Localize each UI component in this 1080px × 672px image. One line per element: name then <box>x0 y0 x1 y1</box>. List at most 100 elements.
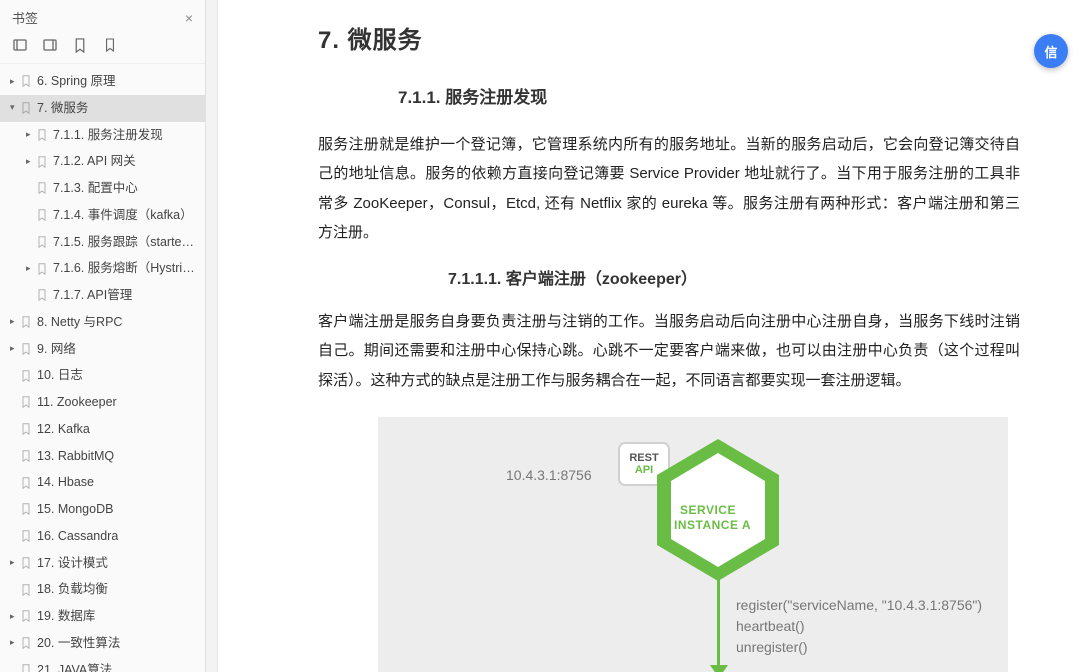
tree-item-label: 11. Zookeeper <box>37 393 117 412</box>
tree-item[interactable]: 10. 日志 <box>0 362 205 389</box>
bookmark-icon <box>20 75 32 87</box>
caret-right-icon[interactable] <box>26 262 36 276</box>
tree-item-label: 19. 数据库 <box>37 607 95 626</box>
caret-right-icon[interactable] <box>10 556 20 570</box>
tree-item[interactable]: 6. Spring 原理 <box>0 68 205 95</box>
sidebar-title: 书签 <box>12 8 38 27</box>
bookmark-small-icon[interactable] <box>102 37 118 53</box>
pane-divider[interactable] <box>206 0 218 672</box>
bookmark-icon <box>20 503 32 515</box>
bookmark-icon <box>20 423 32 435</box>
bookmark-icon <box>20 610 32 622</box>
heading-1: 7. 微服务 <box>318 20 1020 55</box>
caret-right-icon[interactable] <box>10 75 20 89</box>
bookmark-icon <box>20 477 32 489</box>
tree-item[interactable]: 16. Cassandra <box>0 523 205 550</box>
tree-item[interactable]: 7.1.7. API管理 <box>0 282 205 309</box>
caret-right-icon[interactable] <box>10 315 20 329</box>
api-calls-text: register("serviceName, "10.4.3.1:8756") … <box>736 595 982 658</box>
bookmark-icon <box>36 289 48 301</box>
tree-item-label: 6. Spring 原理 <box>37 72 116 91</box>
expand-icon[interactable] <box>12 37 28 53</box>
api-line: register("serviceName, "10.4.3.1:8756") <box>736 595 982 616</box>
tree-item-label: 9. 网络 <box>37 340 76 359</box>
bookmark-icon <box>36 129 48 141</box>
caret-down-icon[interactable] <box>10 101 20 115</box>
tree-item[interactable]: 7.1.5. 服务跟踪（starter-sleuth） <box>0 229 205 256</box>
tree-item-label: 18. 负载均衡 <box>37 580 108 599</box>
caret-right-icon[interactable] <box>10 636 20 650</box>
tree-item[interactable]: 15. MongoDB <box>0 496 205 523</box>
bookmark-icon <box>20 316 32 328</box>
tree-item[interactable]: 20. 一致性算法 <box>0 630 205 657</box>
tree-item[interactable]: 21. JAVA算法 <box>0 657 205 672</box>
registration-diagram: 10.4.3.1:8756 REST API SERVICE INSTANCE … <box>378 417 1008 672</box>
tree-item[interactable]: 9. 网络 <box>0 336 205 363</box>
tree-item-label: 8. Netty 与RPC <box>37 313 122 332</box>
tree-item[interactable]: 13. RabbitMQ <box>0 443 205 470</box>
tree-item-label: 13. RabbitMQ <box>37 447 114 466</box>
bookmark-icon <box>20 664 32 672</box>
bookmark-icon <box>20 102 32 114</box>
paragraph: 服务注册就是维护一个登记簿，它管理系统内所有的服务地址。当新的服务启动后，它会向… <box>318 130 1020 247</box>
hex-label-1: SERVICE <box>680 503 736 517</box>
tree-item-label: 20. 一致性算法 <box>37 634 120 653</box>
caret-right-icon[interactable] <box>26 128 36 142</box>
bookmark-icon <box>20 584 32 596</box>
share-floating-button[interactable]: 信 <box>1034 34 1068 68</box>
tree-item-label: 12. Kafka <box>37 420 90 439</box>
arrow-head-icon <box>710 665 728 672</box>
caret-right-icon[interactable] <box>26 155 36 169</box>
bookmark-icon <box>36 236 48 248</box>
caret-right-icon[interactable] <box>10 610 20 624</box>
tree-item-label: 7.1.5. 服务跟踪（starter-sleuth） <box>53 233 197 252</box>
tree-item-label: 7.1.3. 配置中心 <box>53 179 138 198</box>
bookmark-large-icon[interactable] <box>72 37 88 53</box>
tree-item[interactable]: 19. 数据库 <box>0 603 205 630</box>
arrow-line <box>717 577 720 669</box>
tree-item[interactable]: 14. Hbase <box>0 469 205 496</box>
tree-item[interactable]: 17. 设计模式 <box>0 550 205 577</box>
tree-item[interactable]: 7.1.6. 服务熔断（Hystrix） <box>0 255 205 282</box>
sidebar-toolbar <box>0 33 205 64</box>
tree-item[interactable]: 12. Kafka <box>0 416 205 443</box>
tree-item[interactable]: 18. 负载均衡 <box>0 576 205 603</box>
tree-item-label: 7.1.7. API管理 <box>53 286 132 305</box>
heading-2: 7.1.1. 服务注册发现 <box>398 83 1020 108</box>
tree-item-label: 7.1.6. 服务熔断（Hystrix） <box>53 259 197 278</box>
sidebar-header: 书签 × <box>0 0 205 33</box>
caret-right-icon[interactable] <box>10 342 20 356</box>
tree-item-label: 15. MongoDB <box>37 500 113 519</box>
bookmark-icon <box>20 637 32 649</box>
tree-item-label: 7. 微服务 <box>37 99 88 118</box>
api-line: unregister() <box>736 637 982 658</box>
tree-item[interactable]: 8. Netty 与RPC <box>0 309 205 336</box>
bookmark-icon <box>36 209 48 221</box>
bookmark-icon <box>20 343 32 355</box>
bookmarks-sidebar: 书签 × 6. Spring 原理7. 微服务7.1.1. 服务注册发现7.1.… <box>0 0 206 672</box>
tree-item[interactable]: 7.1.1. 服务注册发现 <box>0 122 205 149</box>
tree-item-label: 10. 日志 <box>37 366 83 385</box>
close-icon[interactable]: × <box>185 10 193 26</box>
tree-item[interactable]: 7. 微服务 <box>0 95 205 122</box>
collapse-icon[interactable] <box>42 37 58 53</box>
bookmark-icon <box>20 396 32 408</box>
heading-3: 7.1.1.1. 客户端注册（zookeeper） <box>448 265 1020 289</box>
paragraph: 客户端注册是服务自身要负责注册与注销的工作。当服务启动后向注册中心注册自身，当服… <box>318 307 1020 395</box>
bookmark-icon <box>20 530 32 542</box>
ip-label: 10.4.3.1:8756 <box>506 467 592 483</box>
tree-item-label: 21. JAVA算法 <box>37 661 112 672</box>
api-text: API <box>635 464 653 476</box>
tree-item[interactable]: 7.1.4. 事件调度（kafka） <box>0 202 205 229</box>
tree-item-label: 7.1.4. 事件调度（kafka） <box>53 206 193 225</box>
tree-item-label: 17. 设计模式 <box>37 554 108 573</box>
document-content: 7. 微服务 7.1.1. 服务注册发现 服务注册就是维护一个登记簿，它管理系统… <box>218 0 1080 672</box>
tree-item[interactable]: 7.1.2. API 网关 <box>0 148 205 175</box>
bookmark-icon <box>36 156 48 168</box>
tree-item[interactable]: 11. Zookeeper <box>0 389 205 416</box>
tree-item-label: 14. Hbase <box>37 473 94 492</box>
api-line: heartbeat() <box>736 616 982 637</box>
tree-item[interactable]: 7.1.3. 配置中心 <box>0 175 205 202</box>
tree-item-label: 16. Cassandra <box>37 527 118 546</box>
bookmark-icon <box>20 557 32 569</box>
